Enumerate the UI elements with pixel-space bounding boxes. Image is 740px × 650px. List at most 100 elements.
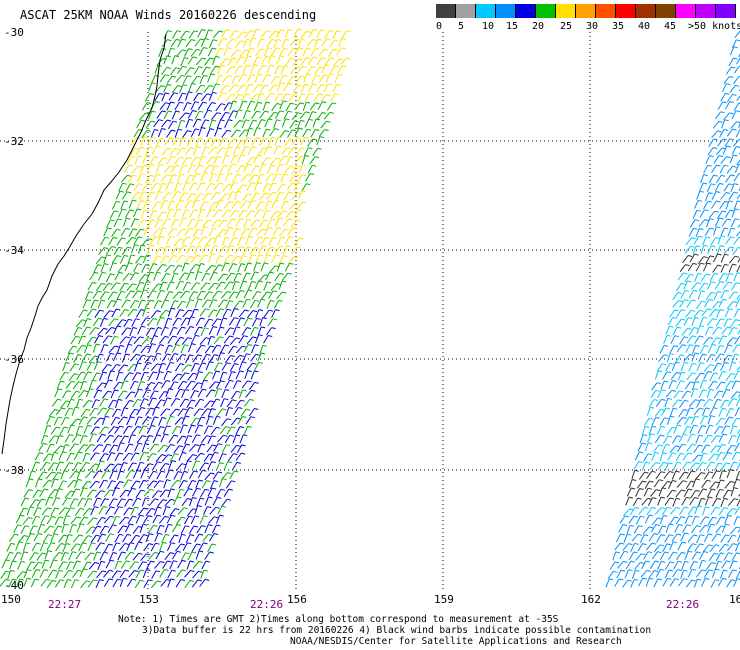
wind-barb [257,65,267,74]
wind-barb [210,245,219,255]
wind-barb [694,543,704,552]
wind-barb [230,49,242,58]
wind-barb [668,480,677,489]
wind-barb [163,55,172,65]
wind-barb [135,228,145,237]
wind-barb [249,299,260,309]
wind-barb [84,498,93,507]
wind-barb [275,110,285,119]
wind-barb [297,93,306,103]
wind-barb [163,370,172,380]
wind-barb [147,110,156,120]
wind-barb [43,453,53,462]
wind-barb [55,543,66,552]
wind-barb [100,344,109,354]
wind-barb [50,507,60,517]
wind-barb [141,102,152,111]
wind-barb [132,398,142,408]
wind-barb [135,146,145,156]
wind-barb [127,308,138,317]
wind-barb [301,183,311,192]
wind-barb [631,469,639,480]
wind-barb [689,497,699,506]
wind-barb [221,209,232,218]
wind-barb [189,497,197,507]
wind-barb [704,326,714,336]
wind-barb [294,127,304,137]
wind-barb [204,345,215,354]
wind-barb [111,463,122,472]
wind-barb [161,273,171,282]
wind-barb [276,163,285,173]
longitude-label: 159 [434,593,454,606]
wind-barb [248,119,258,129]
wind-barb [175,74,186,83]
wind-barb [54,388,63,398]
wind-barb [230,390,241,400]
wind-barb [30,578,40,588]
wind-barb [26,561,36,570]
wind-barb [186,245,196,255]
wind-barb [679,299,689,308]
wind-barb [228,263,238,272]
wind-barb [203,371,214,380]
wind-barb [701,444,711,454]
wind-barb [238,309,249,318]
wind-barb [166,75,177,84]
wind-barb [78,516,89,525]
wind-barb [178,272,189,281]
scale-color-segment [456,4,476,18]
wind-barb [231,200,242,210]
wind-barb [324,57,335,66]
wind-barb [176,173,185,183]
wind-barb [213,443,223,452]
wind-barb [75,551,86,560]
wind-barb [45,471,56,480]
wind-barb [199,201,209,210]
wind-barb [675,516,686,525]
wind-barb [29,499,40,508]
wind-barb [210,191,221,200]
wind-barb [174,363,185,372]
wind-barb [166,101,175,111]
wind-barb [195,344,206,353]
wind-barb [685,309,696,318]
wind-barb [678,399,689,408]
wind-barb [64,434,74,443]
wind-barb [251,291,262,300]
wind-barb [34,452,44,461]
wind-barb [706,354,716,363]
wind-barb [729,84,740,93]
wind-barb [148,343,156,353]
wind-barb [325,73,334,83]
scale-label: 20 [532,21,545,32]
wind-barb [723,246,735,255]
wind-barb [326,102,337,111]
wind-barb [706,488,716,498]
wind-barb [143,543,154,552]
wind-barb [54,579,65,588]
longitude-label: 153 [139,593,159,606]
wind-barb [156,110,167,119]
wind-barb [651,416,660,426]
wind-barb [725,200,734,210]
wind-barb [310,129,320,138]
wind-barb [134,362,142,372]
wind-barb [125,237,137,245]
wind-barb [124,209,135,218]
wind-barb [254,334,263,344]
wind-barb [138,479,148,489]
wind-barb [270,283,281,291]
wind-barb [190,254,201,263]
wind-barb [320,94,331,102]
wind-barb [96,433,106,443]
wind-barb [694,335,704,344]
wind-barb [71,406,80,416]
wind-barb [183,102,192,111]
wind-barb [217,352,225,362]
wind-barb [290,66,300,75]
wind-barb [715,318,725,327]
wind-barb [244,235,253,245]
wind-barb [678,409,688,418]
wind-barb [284,236,294,245]
